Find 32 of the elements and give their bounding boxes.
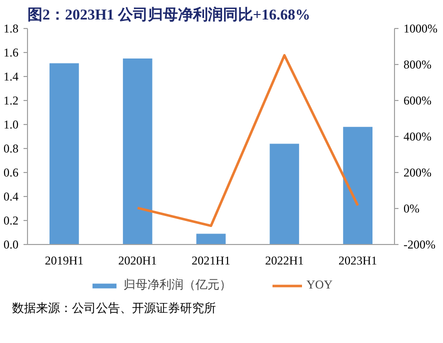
y-tick-label: 1.2 [4,94,18,108]
y2-tick-label: 200% [404,166,432,180]
y2-tick-label: 0% [404,202,420,216]
y-tick-label: 1.4 [4,70,18,84]
y2-tick-label: 600% [404,94,432,108]
legend-label: 归母净利润（亿元） [124,276,232,294]
bar [343,126,372,244]
bar [50,63,79,244]
y-tick-label: 1.8 [4,22,18,36]
y-tick-label: 0.6 [4,166,18,180]
y-tick-label: 1.0 [4,118,18,132]
y-tick-label: 0.0 [4,238,18,252]
line-series [136,54,360,228]
legend-label: YOY [306,278,332,292]
x-tick-label: 2022H1 [265,254,304,268]
bar [196,234,226,244]
y2-tick-label: -200% [404,238,436,252]
y-tick-label: 1.6 [4,46,18,60]
source-note: 数据来源：公司公告、开源证券研究所 [12,300,216,317]
chart-title: 图2：2023H1 公司归母净利润同比+16.68% [28,6,310,24]
y-tick-label: 0.2 [4,214,18,228]
x-tick-label: 2021H1 [192,254,230,268]
y-tick-label: 0.4 [4,190,18,204]
x-tick-label: 2019H1 [44,254,84,268]
x-tick-label: 2020H1 [118,254,157,268]
y-tick-label: 0.8 [4,142,18,156]
x-tick-label: 2023H1 [338,254,378,268]
y2-tick-label: 800% [404,58,432,72]
bar [270,144,300,244]
bar [122,58,152,244]
y2-tick-label: 400% [404,130,432,144]
y2-tick-label: 1000% [404,22,438,36]
